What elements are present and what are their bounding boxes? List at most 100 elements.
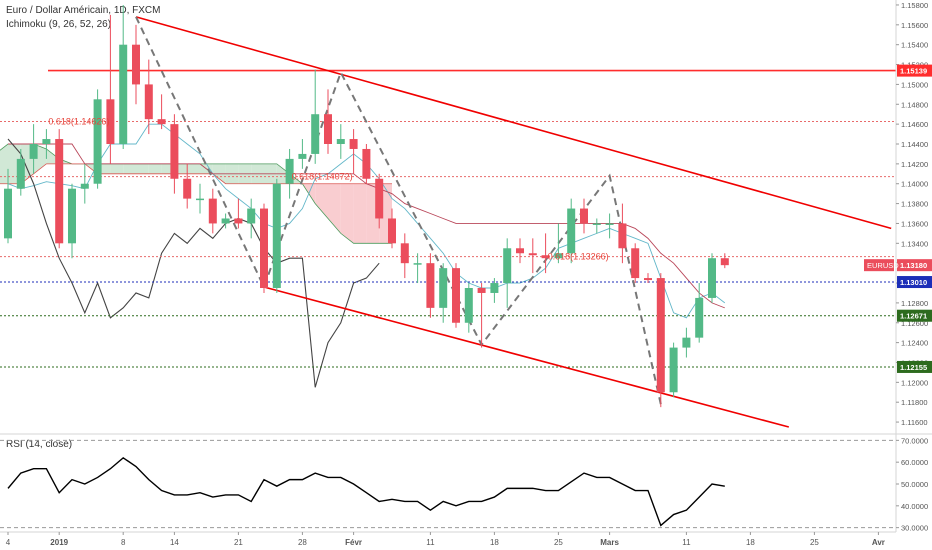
candle-body <box>631 248 640 279</box>
price-tag-label: 1.13010 <box>900 278 927 287</box>
time-axis-label: 28 <box>298 538 307 547</box>
price-axis-label: 1.12400 <box>901 339 928 348</box>
candle-body <box>592 223 601 225</box>
time-axis-label: 11 <box>682 538 691 547</box>
price-axis-label: 1.14200 <box>901 160 928 169</box>
rsi-axis-label: 50.0000 <box>901 480 928 489</box>
candle-body <box>490 283 499 293</box>
chikou-line <box>7 138 380 388</box>
price-axis-label: 1.12800 <box>901 299 928 308</box>
candle-body <box>285 158 294 184</box>
candle-body <box>541 255 550 259</box>
candle-body <box>503 248 512 284</box>
price-axis-label: 1.15800 <box>901 1 928 10</box>
cloud-segment <box>315 183 328 219</box>
rsi-legend: RSI (14, close) <box>6 439 73 450</box>
candle-body <box>324 114 332 144</box>
price-axis-label: 1.12000 <box>901 378 928 387</box>
candle-body <box>554 253 563 259</box>
time-axis-label: 2019 <box>50 538 68 547</box>
candle-body <box>183 178 192 199</box>
time-axis-label: 18 <box>746 538 755 547</box>
price-axis-label: 1.13400 <box>901 239 928 248</box>
cloud-segment <box>0 144 8 184</box>
candle-body <box>311 114 320 154</box>
symbol-tag-label: EURUSD <box>867 261 899 270</box>
candle-body <box>656 278 665 393</box>
candle-body <box>516 248 524 254</box>
price-tag <box>897 309 932 322</box>
price-axis-label: 1.15600 <box>901 21 928 30</box>
time-axis-label: 8 <box>121 538 126 547</box>
candle-body <box>260 208 268 288</box>
candle-body <box>708 258 716 298</box>
time-axis-label: 14 <box>170 538 179 547</box>
candle-body <box>42 139 51 144</box>
candle-body <box>695 297 704 338</box>
candle-body <box>605 223 614 225</box>
time-axis-label: 18 <box>490 538 499 547</box>
price-axis-label: 1.13800 <box>901 200 928 209</box>
candle-body <box>580 208 588 224</box>
candle-body <box>464 288 473 323</box>
fib-level-label: 0.618(1.14626) <box>48 117 109 127</box>
last-price-tag <box>897 259 932 272</box>
candle-body <box>298 153 307 159</box>
last-price-tag-label: 1.13180 <box>900 261 927 270</box>
candle-body <box>426 263 435 308</box>
candle-body <box>618 223 627 249</box>
candle-body <box>221 218 230 224</box>
candle-body <box>93 99 102 184</box>
cloud-segment <box>136 163 149 174</box>
cloud-segment <box>340 183 354 244</box>
candle-body <box>157 119 166 125</box>
candle-body <box>234 218 243 224</box>
rsi-axis-label: 60.0000 <box>901 458 928 467</box>
candle-body <box>55 139 64 244</box>
candle-body <box>272 183 281 288</box>
price-tag <box>897 276 932 289</box>
time-axis-label: 11 <box>426 538 435 547</box>
candle-body <box>144 84 153 120</box>
candle-body <box>208 198 217 224</box>
price-axis-label: 1.13600 <box>901 219 928 228</box>
trendline <box>135 16 892 230</box>
candle-body <box>413 263 422 265</box>
price-axis-label: 1.14800 <box>901 100 928 109</box>
price-axis-label: 1.14600 <box>901 120 928 129</box>
candle-body <box>528 253 537 256</box>
rsi-axis-label: 70.0000 <box>901 436 928 445</box>
time-axis-label: 25 <box>810 538 819 547</box>
candle-body <box>170 124 179 179</box>
rsi-axis-label: 30.0000 <box>901 524 928 533</box>
time-axis-label: 4 <box>6 538 11 547</box>
time-axis-label: Mars <box>600 538 619 547</box>
candle-body <box>106 99 115 144</box>
price-tag-label: 1.15139 <box>900 67 927 76</box>
candle-body <box>247 208 256 224</box>
time-axis-label: 25 <box>554 538 563 547</box>
price-axis-label: 1.12600 <box>901 319 928 328</box>
candle-body <box>4 188 12 239</box>
candle-body <box>16 158 25 189</box>
price-axis-label: 1.14000 <box>901 180 928 189</box>
candle-body <box>119 44 128 145</box>
price-tag-label: 1.12155 <box>900 363 927 372</box>
rsi-line <box>7 456 725 527</box>
candle-body <box>388 218 396 244</box>
rsi-axis-label: 40.0000 <box>901 502 928 511</box>
symbol-tag <box>864 259 894 272</box>
candle-body <box>439 268 448 308</box>
candle-body <box>80 183 89 189</box>
candle-body <box>567 208 576 254</box>
trendline <box>263 286 790 428</box>
candle-body <box>669 347 678 393</box>
cloud-segment <box>187 163 200 174</box>
price-axis-label: 1.11800 <box>901 398 928 407</box>
candle-body <box>452 268 460 323</box>
cloud-segment <box>328 183 341 234</box>
candle-body <box>644 278 652 281</box>
fib-level-label: 0.618(1.13266) <box>548 252 609 262</box>
cloud-segment <box>148 163 162 174</box>
